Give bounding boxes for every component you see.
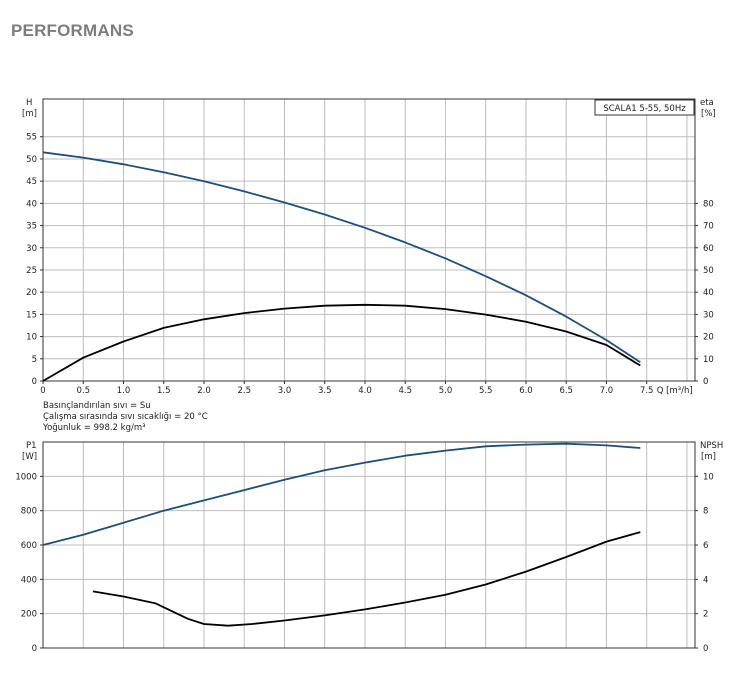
upper-left-axis-unit: [m] bbox=[22, 109, 37, 119]
fluid-note: Basınçlandırılan sıvı = Su bbox=[43, 401, 151, 411]
upper-x-tick-label: 7.0 bbox=[600, 386, 614, 396]
fluid-note: Yoğunluk = 998.2 kg/m³ bbox=[42, 423, 146, 433]
upper-plot-frame bbox=[42, 98, 696, 382]
legend-label: SCALA1 5-55, 50Hz bbox=[603, 104, 686, 114]
lower-left-tick-label: 800 bbox=[21, 507, 37, 517]
upper-right-tick-label: 30 bbox=[703, 310, 714, 320]
upper-x-axis-label: Q [m³/h] bbox=[657, 386, 693, 396]
upper-right-tick-label: 40 bbox=[703, 288, 714, 298]
upper-x-tick-label: 6.5 bbox=[559, 386, 573, 396]
lower-right-tick-label: 8 bbox=[703, 507, 708, 517]
upper-x-tick-label: 2.0 bbox=[197, 386, 211, 396]
fluid-note: Çalışma sırasında sıvı sıcaklığı = 20 °C bbox=[43, 412, 208, 422]
lower-right-tick-label: 10 bbox=[703, 472, 714, 482]
upper-right-axis-label: eta bbox=[700, 98, 714, 108]
upper-x-tick-label: 1.5 bbox=[157, 386, 171, 396]
upper-x-tick-label: 5.0 bbox=[439, 386, 453, 396]
upper-x-tick-label: 7.5 bbox=[640, 386, 654, 396]
upper-right-tick-label: 60 bbox=[703, 244, 714, 254]
upper-right-axis-unit: [%] bbox=[701, 109, 716, 119]
upper-right-tick-label: 0 bbox=[703, 377, 708, 387]
upper-right-tick-label: 20 bbox=[703, 333, 714, 343]
upper-x-tick-label: 1.0 bbox=[117, 386, 131, 396]
lower-right-axis-unit: [m] bbox=[701, 452, 716, 462]
lower-series-0-curve bbox=[42, 442, 641, 546]
upper-x-tick-label: 0 bbox=[40, 386, 45, 396]
lower-series-1-curve bbox=[92, 531, 641, 627]
upper-left-tick-label: 35 bbox=[26, 222, 37, 232]
upper-left-axis-label: H bbox=[26, 98, 32, 108]
lower-right-tick-label: 6 bbox=[703, 541, 708, 551]
lower-right-tick-label: 2 bbox=[703, 610, 708, 620]
upper-x-tick-label: 6.0 bbox=[519, 386, 533, 396]
upper-left-tick-label: 0 bbox=[32, 377, 37, 387]
upper-right-tick-label: 50 bbox=[703, 266, 714, 276]
lower-left-tick-label: 400 bbox=[21, 575, 37, 585]
legend-box bbox=[594, 99, 695, 116]
upper-x-tick-label: 5.5 bbox=[479, 386, 493, 396]
upper-series-0-curve bbox=[42, 151, 641, 364]
upper-left-tick-label: 40 bbox=[26, 199, 37, 209]
upper-right-tick-label: 80 bbox=[703, 199, 714, 209]
upper-left-tick-label: 20 bbox=[26, 288, 37, 298]
upper-x-tick-label: 3.0 bbox=[278, 386, 292, 396]
lower-left-tick-label: 600 bbox=[21, 541, 37, 551]
upper-left-tick-label: 45 bbox=[26, 177, 37, 187]
upper-left-tick-label: 50 bbox=[26, 155, 37, 165]
lower-right-tick-label: 0 bbox=[703, 644, 708, 654]
upper-left-tick-label: 55 bbox=[26, 133, 37, 143]
lower-left-axis-label: P1 bbox=[26, 441, 37, 451]
upper-x-tick-label: 3.5 bbox=[318, 386, 332, 396]
upper-left-tick-label: 5 bbox=[32, 355, 37, 365]
upper-right-tick-label: 10 bbox=[703, 355, 714, 365]
lower-right-axis-label: NPSH bbox=[700, 441, 723, 451]
lower-right-tick-label: 4 bbox=[703, 575, 708, 585]
upper-x-tick-label: 4.5 bbox=[398, 386, 412, 396]
lower-left-tick-label: 200 bbox=[21, 610, 37, 620]
upper-series-1-curve bbox=[42, 303, 641, 382]
lower-left-tick-label: 0 bbox=[32, 644, 37, 654]
lower-left-axis-unit: [W] bbox=[22, 452, 37, 462]
lower-left-tick-label: 1000 bbox=[15, 472, 37, 482]
upper-left-tick-label: 25 bbox=[26, 266, 37, 276]
upper-x-tick-label: 2.5 bbox=[237, 386, 251, 396]
upper-left-tick-label: 15 bbox=[26, 310, 37, 320]
upper-right-tick-label: 70 bbox=[703, 222, 714, 232]
upper-left-tick-label: 30 bbox=[26, 244, 37, 254]
page-title: PERFORMANS bbox=[11, 21, 134, 40]
upper-left-tick-label: 10 bbox=[26, 333, 37, 343]
upper-x-tick-label: 0.5 bbox=[76, 386, 90, 396]
upper-x-tick-label: 4.0 bbox=[358, 386, 372, 396]
